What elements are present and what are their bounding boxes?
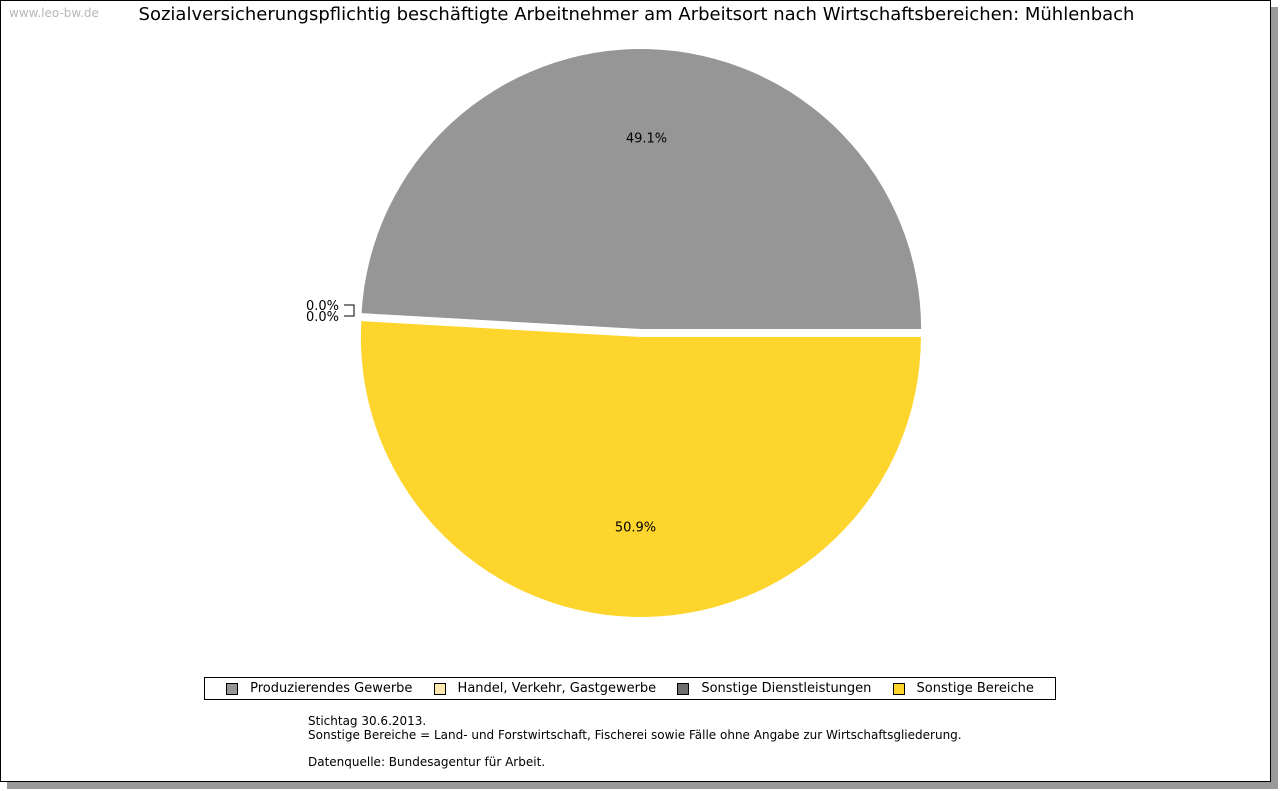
legend-item: Sonstige Bereiche	[892, 681, 1034, 696]
pie-slice	[361, 49, 922, 330]
legend-item: Sonstige Dienstleistungen	[677, 681, 871, 696]
label-connector	[344, 304, 355, 317]
legend-label: Sonstige Dienstleistungen	[701, 681, 872, 696]
watermark: www.leo-bw.de	[9, 6, 99, 20]
legend-swatch	[433, 682, 446, 695]
legend-label: Produzierendes Gewerbe	[250, 681, 413, 696]
slice-label: 0.0%	[306, 310, 339, 325]
chart-title: Sozialversicherungspflichtig beschäftigt…	[138, 4, 1135, 25]
note-date: Stichtag 30.6.2013.	[308, 714, 427, 728]
slice-label: 0.0%	[306, 299, 339, 314]
note-definition: Sonstige Bereiche = Land- und Forstwirts…	[308, 728, 962, 742]
legend-item: Produzierendes Gewerbe	[226, 681, 412, 696]
slice-label: 49.1%	[626, 132, 667, 147]
note-source: Datenquelle: Bundesagentur für Arbeit.	[308, 755, 546, 769]
pie-slice	[360, 321, 921, 617]
legend: Produzierendes Gewerbe Handel, Verkehr, …	[204, 677, 1056, 700]
legend-swatch	[677, 682, 690, 695]
footnotes: Stichtag 30.6.2013. Sonstige Bereiche = …	[308, 714, 962, 769]
legend-swatch	[892, 682, 905, 695]
legend-swatch	[226, 682, 239, 695]
legend-label: Handel, Verkehr, Gastgewerbe	[457, 681, 657, 696]
slice-label: 50.9%	[615, 520, 656, 535]
legend-label: Sonstige Bereiche	[916, 681, 1034, 696]
legend-item: Handel, Verkehr, Gastgewerbe	[433, 681, 657, 696]
